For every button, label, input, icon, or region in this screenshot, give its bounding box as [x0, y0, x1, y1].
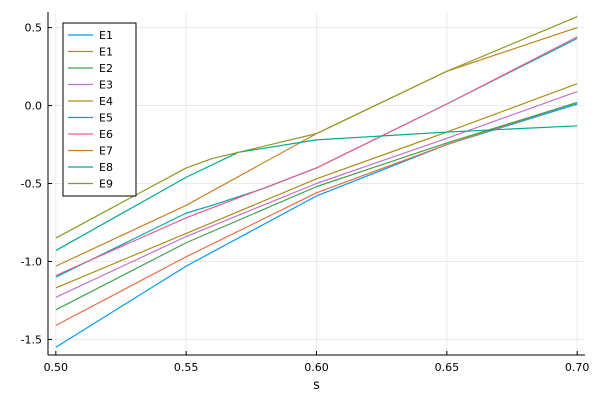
- legend-layer: E1 E1 E2 E3 E4 E5 E6 E7 E8 E9: [62, 22, 137, 197]
- legend-label: E6: [99, 128, 113, 141]
- y-tick-label: 0.5: [25, 22, 43, 35]
- series-line-e6: [55, 36, 578, 277]
- legend-label: E7: [99, 145, 113, 158]
- legend-label: E4: [99, 95, 113, 108]
- legend-label: E9: [99, 178, 113, 191]
- y-tick-label: 0.0: [25, 100, 43, 113]
- x-tick-label: 0.55: [174, 361, 199, 374]
- x-tick-label: 0.70: [565, 361, 590, 374]
- axes-layer: 0.50 0.55 0.60 0.65 0.70 -1.5 -1.0 -0.5 0.0 0.5: [21, 12, 590, 374]
- legend-label: E5: [99, 112, 113, 125]
- x-tick-label: 0.65: [435, 361, 460, 374]
- x-axis-title: s: [313, 378, 320, 393]
- legend-label: E2: [99, 62, 113, 75]
- grid-layer: [48, 12, 585, 355]
- series-line-e4: [55, 83, 578, 289]
- series-line-e3: [55, 90, 578, 298]
- series-line-e9: [55, 16, 578, 239]
- y-tick-label: -0.5: [21, 178, 42, 191]
- legend-label: E1: [99, 46, 113, 59]
- x-tick-label: 0.50: [44, 361, 69, 374]
- legend-label: E1: [99, 29, 113, 42]
- series-line-e8: [55, 125, 578, 252]
- y-tick-label: -1.0: [21, 255, 42, 268]
- y-tick-label: -1.5: [21, 333, 42, 346]
- x-tick-label: 0.60: [304, 361, 329, 374]
- series-layer: [55, 16, 578, 348]
- legend-label: E8: [99, 161, 113, 174]
- legend-label: E3: [99, 79, 113, 92]
